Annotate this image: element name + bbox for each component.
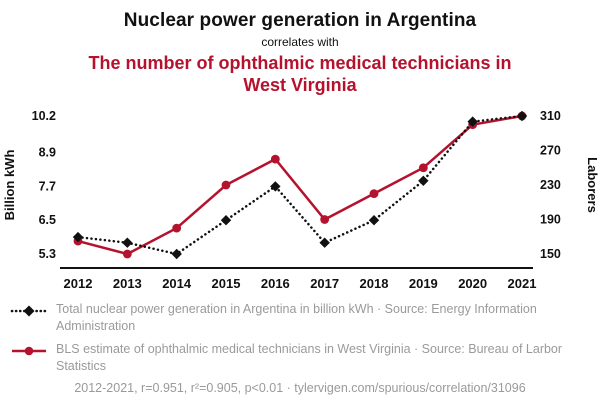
solid-line-circle-marker-icon <box>12 346 46 356</box>
svg-text:2014: 2014 <box>162 276 192 291</box>
correlates-with-text: correlates with <box>261 35 339 49</box>
svg-text:Billion kWh: Billion kWh <box>2 150 17 221</box>
legend-label-ophthalmic: BLS estimate of ophthalmic medical techn… <box>56 342 563 373</box>
svg-text:6.5: 6.5 <box>39 213 56 227</box>
svg-text:2020: 2020 <box>458 276 487 291</box>
svg-text:150: 150 <box>540 247 561 261</box>
svg-text:2021: 2021 <box>508 276 537 291</box>
svg-text:2016: 2016 <box>261 276 290 291</box>
svg-text:10.2: 10.2 <box>32 109 56 123</box>
chart-footer-stats: 2012-2021, r=0.951, r²=0.905, p<0.01 · t… <box>74 381 526 396</box>
svg-text:Laborers: Laborers <box>585 157 600 213</box>
legend-item-ophthalmic: BLS estimate of ophthalmic medical techn… <box>10 341 590 374</box>
dotted-line-diamond-marker-icon <box>10 305 48 317</box>
svg-text:190: 190 <box>540 213 561 227</box>
legend-item-nuclear: Total nuclear power generation in Argent… <box>10 301 590 334</box>
svg-text:230: 230 <box>540 178 561 192</box>
legend-label-nuclear: Total nuclear power generation in Argent… <box>56 302 537 333</box>
svg-text:2013: 2013 <box>113 276 142 291</box>
svg-text:2019: 2019 <box>409 276 438 291</box>
svg-text:2012: 2012 <box>64 276 93 291</box>
chart-subtitle: The number of ophthalmic medical technic… <box>88 53 512 95</box>
dual-axis-line-chart: 2012 2013 2014 2015 2016 2017 2018 2019 2020 2021… <box>2 109 600 291</box>
chart-legend: Total nuclear power generation in Argent… <box>0 297 600 374</box>
svg-text:310: 310 <box>540 109 561 123</box>
svg-text:5.3: 5.3 <box>39 247 56 261</box>
svg-text:8.9: 8.9 <box>39 146 56 160</box>
svg-text:2017: 2017 <box>310 276 339 291</box>
page-title: Nuclear power generation in Argentina <box>123 10 477 31</box>
svg-text:7.7: 7.7 <box>39 180 56 194</box>
svg-text:2015: 2015 <box>212 276 241 291</box>
svg-text:270: 270 <box>540 144 561 158</box>
svg-text:2018: 2018 <box>360 276 389 291</box>
